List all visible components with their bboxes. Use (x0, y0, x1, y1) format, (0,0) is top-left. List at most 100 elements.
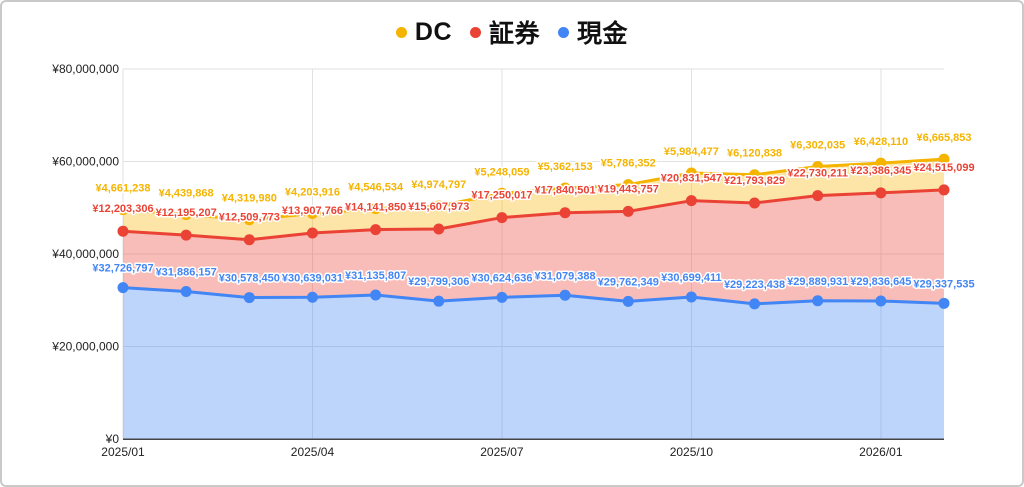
point-DC (496, 187, 508, 199)
y-tick-label: ¥40,000,000 (51, 247, 119, 261)
point-DC (370, 203, 382, 215)
data-label: ¥29,337,535 (913, 278, 974, 290)
y-tick-label: ¥20,000,000 (51, 340, 119, 354)
y-tick-label: ¥0 (105, 432, 120, 446)
point-証券 (685, 195, 697, 207)
data-label: ¥4,661,238 (95, 183, 150, 195)
area-現金 (123, 287, 944, 439)
legend-dot-cash-icon (558, 26, 570, 38)
point-現金 (622, 295, 634, 307)
point-証券 (117, 225, 129, 237)
data-label: ¥21,793,829 (724, 175, 785, 187)
point-証券 (559, 207, 571, 219)
point-DC (180, 209, 192, 221)
point-DC (117, 204, 129, 216)
data-label: ¥12,203,306 (92, 203, 153, 215)
point-現金 (559, 289, 571, 301)
data-labels-DC: ¥4,661,238 ¥4,439,868 ¥4,319,980 ¥4,203,916… (94, 131, 973, 207)
point-証券 (496, 212, 508, 224)
x-axis-labels: 2025/01 2025/04 2025/07 2025/10 2026/01 (101, 445, 903, 459)
point-現金 (433, 295, 445, 307)
data-label: ¥29,762,349 (598, 276, 659, 288)
point-DC (243, 214, 255, 226)
legend-label-securities: 証券 (489, 20, 541, 48)
point-証券 (306, 227, 318, 239)
point-証券 (938, 184, 950, 196)
x-tick-label: 2025/10 (670, 445, 714, 459)
y-axis-labels: ¥0 ¥20,000,000 ¥40,000,000 ¥60,000,000 ¥80,0… (51, 62, 119, 446)
line-証券 (121, 188, 946, 242)
data-label: ¥6,302,035 (790, 139, 845, 151)
data-label: ¥29,223,438 (724, 279, 785, 291)
data-label: ¥4,203,916 (285, 187, 340, 199)
data-label: ¥4,319,980 (222, 193, 277, 205)
legend-item-securities: 証券 (470, 14, 540, 50)
area-証券 (123, 189, 944, 304)
data-label: ¥31,886,157 (156, 267, 217, 279)
data-label: ¥29,836,645 (850, 276, 911, 288)
point-DC (749, 169, 761, 181)
chart-legend: DC 証券 現金 (2, 14, 1022, 50)
data-label: ¥5,786,352 (601, 158, 656, 170)
data-label: ¥4,974,797 (411, 179, 466, 191)
x-tick-label: 2025/01 (101, 445, 145, 459)
data-label: ¥17,840,501 (534, 185, 595, 197)
data-label: ¥20,831,547 (661, 173, 722, 185)
point-証券 (812, 190, 824, 202)
data-label: ¥5,248,059 (474, 166, 529, 178)
data-label: ¥4,439,868 (159, 188, 214, 200)
point-証券 (243, 234, 255, 246)
legend-dot-dc-icon (395, 26, 407, 38)
point-現金 (243, 292, 255, 304)
data-label: ¥30,699,411 (661, 272, 722, 284)
point-現金 (875, 295, 887, 307)
point-現金 (749, 298, 761, 310)
area-DC (123, 159, 944, 240)
legend-item-cash: 現金 (558, 14, 628, 50)
point-証券 (433, 223, 445, 235)
legend-label-dc: DC (414, 17, 453, 46)
data-label: ¥22,730,211 (787, 168, 848, 180)
x-tick-label: 2025/04 (291, 445, 335, 459)
data-labels-現金: ¥32,726,797 ¥31,886,157¥30,578,450 ¥30,639… (91, 261, 976, 292)
data-label: ¥17,250,017 (471, 190, 532, 202)
data-label: ¥30,639,031 (282, 272, 343, 284)
data-label: ¥24,515,099 (913, 162, 974, 174)
data-label: ¥5,984,477 (664, 146, 719, 158)
point-現金 (306, 291, 318, 303)
data-label: ¥32,726,797 (92, 263, 153, 275)
data-label: ¥6,428,110 (854, 136, 908, 148)
point-現金 (938, 297, 950, 309)
data-label: ¥12,509,773 (219, 212, 280, 224)
point-現金 (685, 291, 697, 303)
data-label: ¥5,362,153 (538, 161, 593, 173)
line-DC (121, 157, 946, 222)
legend-item-dc: DC (395, 17, 453, 47)
data-label: ¥6,120,838 (727, 148, 782, 160)
point-現金 (180, 286, 192, 298)
point-証券 (622, 205, 634, 217)
point-DC (938, 153, 950, 165)
y-tick-label: ¥80,000,000 (51, 62, 119, 76)
data-label: ¥4,546,534 (348, 182, 404, 194)
data-label: ¥15,607,973 (408, 201, 469, 213)
point-DC (622, 179, 634, 191)
point-証券 (875, 187, 887, 199)
x-tick-label: 2025/07 (480, 445, 524, 459)
data-label: ¥13,907,766 (282, 205, 343, 217)
data-label: ¥31,079,388 (534, 270, 595, 282)
point-DC (433, 200, 445, 212)
point-現金 (812, 295, 824, 307)
point-現金 (370, 289, 382, 301)
data-label: ¥29,799,306 (408, 276, 469, 288)
data-labels-証券: ¥12,203,306 ¥12,195,207 ¥12,509,773¥13,907… (91, 160, 976, 225)
data-label: ¥30,624,636 (471, 272, 532, 284)
point-現金 (496, 291, 508, 303)
point-証券 (180, 229, 192, 241)
point-DC (685, 167, 697, 179)
point-現金 (117, 282, 129, 294)
data-label: ¥31,135,807 (345, 270, 406, 282)
data-label: ¥6,665,853 (916, 132, 971, 144)
data-label: ¥19,443,757 (598, 183, 659, 195)
